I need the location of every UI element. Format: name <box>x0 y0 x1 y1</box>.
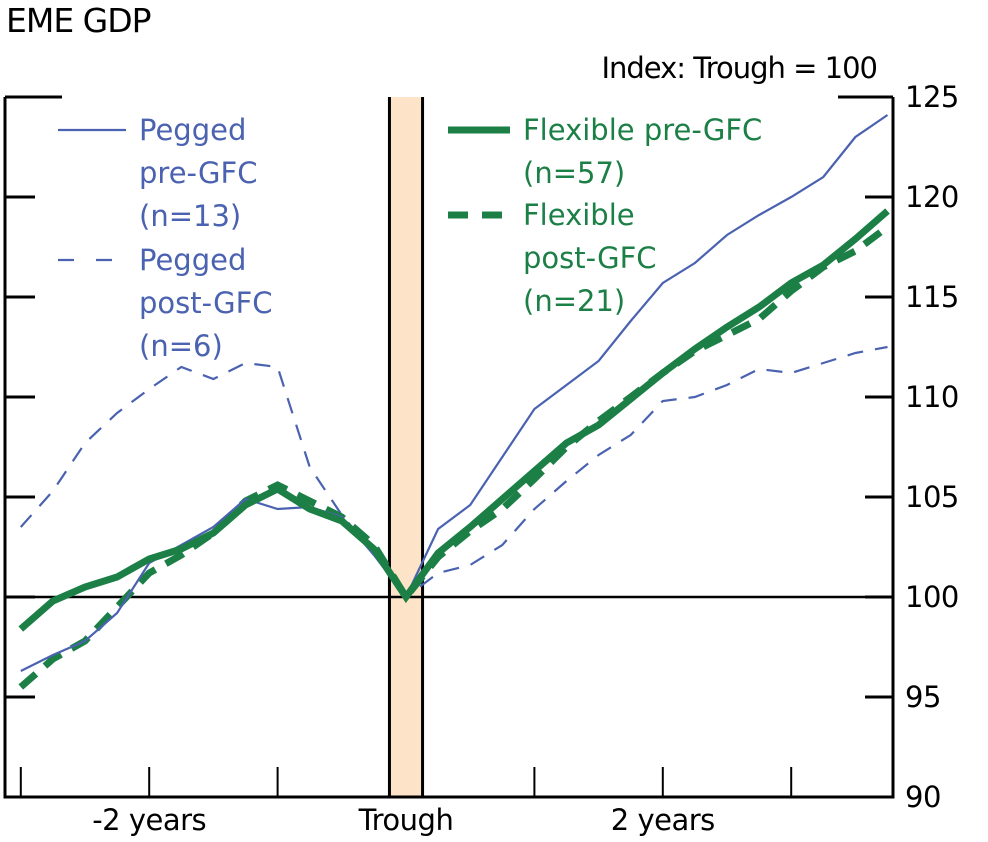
legend-label: Flexible pre-GFC <box>523 113 762 147</box>
unit-label: Index: Trough = 100 <box>601 51 877 85</box>
series-layer <box>18 114 890 690</box>
y-tick-label: 105 <box>905 480 959 514</box>
legend-label: Pegged <box>139 113 246 147</box>
legend-label: (n=57) <box>523 156 625 190</box>
series-line-pegged-post-gfc <box>19 345 888 599</box>
trough-band <box>389 97 423 797</box>
x-tick-label: -2 years <box>92 803 206 837</box>
legend-label: post-GFC <box>523 241 657 275</box>
x-axis-ticks <box>19 767 793 797</box>
legend-item: Pegged pre-GFC (n=13) <box>58 113 257 233</box>
y-axis-ticks <box>5 95 893 699</box>
series-line-flexible-pre-gfc <box>18 208 890 632</box>
legend-item: Pegged post-GFC (n=6) <box>58 243 273 363</box>
legend-item: Flexible pre-GFC (n=57) <box>448 113 762 190</box>
legend-label: (n=6) <box>139 329 223 363</box>
legend-item: Flexible post-GFC (n=21) <box>448 198 657 318</box>
y-tick-label: 90 <box>905 780 941 814</box>
y-tick-label: 100 <box>905 580 959 614</box>
legend-label: pre-GFC <box>139 156 257 190</box>
x-axis-tick-labels: -2 years Trough 2 years <box>92 803 715 837</box>
x-tick-label: 2 years <box>611 803 715 837</box>
legend-label: post-GFC <box>139 286 273 320</box>
legend: Pegged pre-GFC (n=13) Pegged post-GFC (n=6) Fl… <box>58 113 762 363</box>
y-axis-tick-labels: 90 95 100 105 110 115 120 125 <box>905 80 959 814</box>
legend-label: Flexible <box>523 198 635 232</box>
y-tick-label: 120 <box>905 180 959 214</box>
legend-label: (n=21) <box>523 284 625 318</box>
y-tick-label: 110 <box>905 380 959 414</box>
plot-frame <box>3 97 895 799</box>
x-tick-label: Trough <box>358 803 454 837</box>
chart-title: EME GDP <box>6 1 151 40</box>
y-tick-label: 115 <box>905 280 959 314</box>
y-tick-label: 95 <box>905 680 941 714</box>
legend-label: (n=13) <box>139 199 241 233</box>
y-tick-label: 125 <box>905 80 959 114</box>
legend-label: Pegged <box>139 243 246 277</box>
